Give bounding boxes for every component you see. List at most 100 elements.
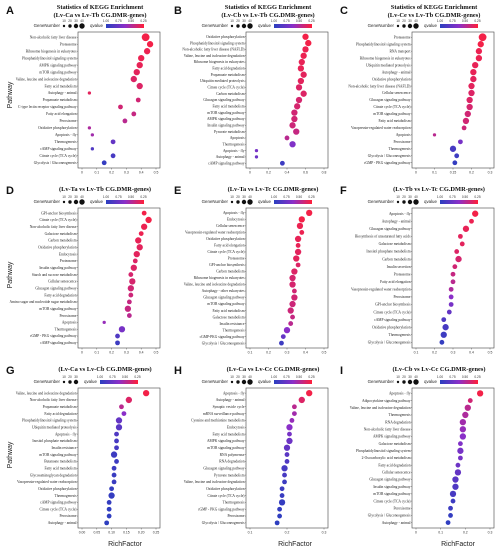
panel-subtitle: (Lv-Ta vs Lv-Tb CG.DMR-genes) bbox=[59, 186, 151, 193]
enrichment-point bbox=[145, 216, 152, 224]
legend-size-dot bbox=[413, 379, 419, 385]
pathway-label: Cellular senescence bbox=[382, 91, 411, 95]
pathway-label: Autophagy - animal bbox=[382, 521, 411, 525]
pathway-label: Fatty acid metabolism bbox=[213, 105, 245, 109]
pathway-label: Fatty acid degradation bbox=[212, 67, 244, 71]
pathway-label: GPI-anchor biosynthesis bbox=[41, 211, 77, 215]
x-tick-label: 0.5 bbox=[322, 351, 327, 355]
pathway-label: Ribosome biogenesis in eukaryotes bbox=[26, 49, 77, 53]
enrichment-point bbox=[297, 65, 305, 72]
legend-size-dot bbox=[407, 199, 413, 205]
enrichment-point bbox=[101, 160, 107, 166]
legend-q-tick: 0.75 bbox=[283, 195, 289, 199]
pathway-label: Cellular senescence bbox=[48, 280, 77, 284]
enrichment-point bbox=[459, 418, 467, 426]
pathway-label: Autophagy - other eukaryotes bbox=[202, 289, 245, 293]
pathway-label: Glucagon signaling pathway bbox=[369, 227, 410, 231]
legend-size-dot bbox=[241, 23, 247, 29]
legend-size-tick: 10 bbox=[62, 375, 66, 379]
enrichment-point bbox=[121, 411, 127, 417]
pathway-label: Phosphatidylinositol signaling system bbox=[190, 41, 245, 45]
enrichment-point bbox=[118, 326, 126, 333]
legend-size-dot bbox=[230, 24, 234, 28]
legend-size-dot bbox=[68, 200, 72, 204]
legend-size-tick: 30 bbox=[242, 195, 246, 199]
pathway-label: RNA polymerase bbox=[220, 453, 245, 457]
legend-q-colorbar bbox=[440, 380, 478, 384]
legend-size-dot bbox=[241, 379, 247, 385]
enrichment-point bbox=[298, 216, 305, 223]
legend-size-tick: 20 bbox=[402, 195, 406, 199]
enrichment-point bbox=[129, 278, 136, 285]
legend-size-tick: 20 bbox=[68, 19, 72, 23]
pathway-label: Valine, leucine and isoleucine degradati… bbox=[184, 480, 245, 485]
legend-size-tick: 10 bbox=[62, 195, 66, 199]
legend-q-label: qvalue bbox=[90, 23, 103, 28]
pathway-label: Autophagy - animal bbox=[48, 91, 77, 95]
pathway-label: Thermogenesis bbox=[55, 140, 78, 144]
legend-q-tick: 0.75 bbox=[115, 19, 121, 23]
legend-size-dot bbox=[236, 24, 240, 28]
legend-q-tick: 0.25 bbox=[474, 375, 480, 379]
legend-size-dot bbox=[407, 23, 413, 29]
enrichment-point bbox=[458, 233, 463, 239]
legend-q-tick: 1.00 bbox=[437, 195, 443, 199]
x-tick-label: 0.3 bbox=[124, 351, 129, 355]
x-tick-label: 0.1 bbox=[94, 351, 99, 355]
pathway-label: Ubiquitin mediated proteolysis bbox=[366, 63, 411, 67]
pathway-label: Non-alcoholic fatty liver disease bbox=[364, 427, 411, 431]
enrichment-point bbox=[457, 447, 464, 454]
legend-gene-label: GeneNumber bbox=[368, 199, 395, 204]
pathway-label: mTOR signaling pathway bbox=[373, 112, 410, 116]
legend-q-colorbar bbox=[274, 24, 312, 28]
enrichment-point bbox=[284, 459, 290, 464]
pathway-label: mTOR signaling pathway bbox=[207, 111, 244, 115]
x-tick-label: 0.5 bbox=[488, 351, 493, 355]
enrichment-point bbox=[469, 218, 474, 224]
pathway-label: Thermogenesis bbox=[389, 147, 412, 151]
enrichment-point bbox=[122, 118, 128, 124]
legend-size-tick: 30 bbox=[242, 375, 246, 379]
pathway-label: Citrate cycle (TCA cycle) bbox=[39, 507, 77, 511]
plot-frame bbox=[77, 387, 161, 529]
pathway-label: Propanoate metabolism bbox=[43, 98, 77, 102]
pathway-label: Glucagon signaling pathway bbox=[203, 98, 244, 102]
legend-size-tick: 10 bbox=[396, 195, 400, 199]
legend-q-tick: 0.75 bbox=[283, 375, 289, 379]
legend-size-dot bbox=[236, 200, 240, 204]
enrichment-point bbox=[289, 418, 295, 423]
enrichment-point bbox=[108, 492, 115, 499]
pathway-label: Fatty acid metabolism bbox=[213, 309, 245, 313]
enrichment-point bbox=[277, 513, 282, 519]
enrichment-point bbox=[114, 445, 119, 451]
enrichment-point bbox=[459, 433, 467, 440]
enrichment-point bbox=[470, 68, 477, 76]
panel-letter: D bbox=[6, 185, 14, 197]
x-tick-label: 0.4 bbox=[139, 351, 144, 355]
legend-size-tick: 20 bbox=[236, 19, 240, 23]
legend-q-colorbar bbox=[274, 380, 312, 384]
pathway-label: Proteasome bbox=[394, 272, 411, 276]
pathway-label: Non-alcoholic fatty liver disease bbox=[30, 35, 77, 39]
panel-letter: A bbox=[6, 5, 14, 17]
legend-size-dot bbox=[62, 380, 66, 384]
pathway-label: Glycolysis / Gluconeogenesis bbox=[202, 341, 245, 345]
pathway-label: Fatty acid elongation bbox=[46, 112, 77, 116]
pathway-label: cAMP signaling pathway bbox=[208, 161, 245, 165]
plot-frame bbox=[411, 207, 495, 349]
legend-q-tick: 0.50 bbox=[296, 19, 302, 23]
pathway-label: Apoptosis bbox=[396, 133, 411, 137]
enrichment-point bbox=[452, 476, 459, 483]
panel-subtitle: (Lv-Cb vs Lv-Tb CG.DMR-genes) bbox=[221, 12, 314, 19]
pathway-label: Insulin signaling pathway bbox=[39, 266, 76, 270]
pathway-label: Phosphatidylinositol signaling system bbox=[22, 419, 77, 423]
pathway-label: AMPK signaling pathway bbox=[373, 435, 411, 439]
legend-size-dot bbox=[68, 24, 72, 28]
enrichment-point bbox=[130, 264, 137, 271]
pathway-label: Glucagon signaling pathway bbox=[203, 466, 244, 470]
enrichment-point bbox=[279, 493, 285, 498]
pathway-label: Peroxisome bbox=[60, 119, 77, 123]
pathway-label: Apoptosis - fly bbox=[223, 211, 245, 215]
pathway-label: Autophagy - animal bbox=[216, 155, 245, 159]
legend-size-dot bbox=[396, 24, 400, 28]
